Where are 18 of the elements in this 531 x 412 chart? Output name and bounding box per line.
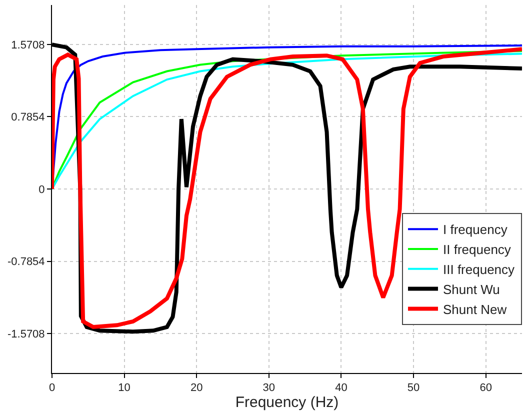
legend-label: III frequency: [443, 262, 516, 277]
legend-label: I frequency: [443, 222, 508, 238]
y-tick-label: -1.5708: [7, 328, 45, 340]
y-tick-label: 0: [38, 184, 45, 196]
x-tick-label: 0: [48, 382, 56, 394]
y-tick-label: 0.7854: [11, 112, 45, 124]
y-tick-label: 1.5708: [11, 39, 45, 52]
legend-label: Shunt New: [443, 302, 508, 317]
x-tick-label: 40: [335, 382, 348, 394]
x-tick-label: 60: [480, 382, 492, 394]
legend-label: II frequency: [443, 242, 512, 258]
x-tick-label: 30: [262, 382, 276, 394]
x-axis-title: Frequency (Hz): [235, 394, 339, 412]
legend-label: Shunt Wu: [443, 282, 500, 297]
x-tick-label: 50: [407, 382, 420, 394]
y-tick-label: -0.7854: [7, 256, 45, 268]
x-tick-label: 10: [118, 382, 130, 394]
x-tick-label: 20: [190, 382, 203, 394]
